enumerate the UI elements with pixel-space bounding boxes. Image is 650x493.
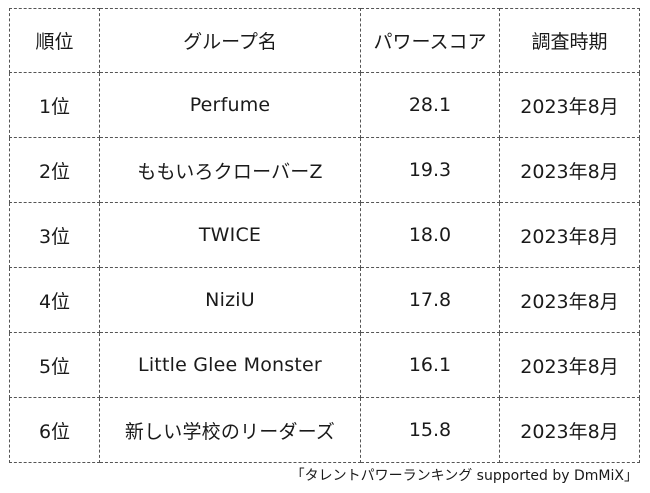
rank-cell: 6位 xyxy=(9,397,100,463)
group-name-cell: NiziU xyxy=(99,267,361,333)
rank-cell: 3位 xyxy=(9,202,100,268)
power-score-cell: 15.8 xyxy=(360,397,500,463)
group-name-cell: 新しい学校のリーダーズ xyxy=(99,397,361,463)
source-note: 「タレントパワーランキング supported by DmMiX」 xyxy=(290,468,638,484)
power-score-cell: 28.1 xyxy=(360,72,500,138)
table-header-row: 順位 グループ名 パワースコア 調査時期 xyxy=(9,8,640,73)
survey-period-cell: 2023年8月 xyxy=(499,137,640,203)
power-score-cell: 18.0 xyxy=(360,202,500,268)
group-name-cell: ももいろクローバーZ xyxy=(99,137,361,203)
survey-period-cell: 2023年8月 xyxy=(499,267,640,333)
power-score-cell: 16.1 xyxy=(360,332,500,398)
survey-period-cell: 2023年8月 xyxy=(499,202,640,268)
survey-period-cell: 2023年8月 xyxy=(499,332,640,398)
table-row: 4位 NiziU 17.8 2023年8月 xyxy=(9,267,640,333)
table-row: 2位 ももいろクローバーZ 19.3 2023年8月 xyxy=(9,137,640,203)
rank-cell: 2位 xyxy=(9,137,100,203)
header-rank: 順位 xyxy=(9,8,100,73)
table-row: 1位 Perfume 28.1 2023年8月 xyxy=(9,72,640,138)
group-name-cell: Perfume xyxy=(99,72,361,138)
header-survey-period: 調査時期 xyxy=(499,8,640,73)
table-row: 6位 新しい学校のリーダーズ 15.8 2023年8月 xyxy=(9,397,640,463)
survey-period-cell: 2023年8月 xyxy=(499,72,640,138)
rank-cell: 4位 xyxy=(9,267,100,333)
group-name-cell: TWICE xyxy=(99,202,361,268)
ranking-table: 順位 グループ名 パワースコア 調査時期 1位 Perfume 28.1 202… xyxy=(9,8,640,463)
table-row: 5位 Little Glee Monster 16.1 2023年8月 xyxy=(9,332,640,398)
table-row: 3位 TWICE 18.0 2023年8月 xyxy=(9,202,640,268)
power-score-cell: 19.3 xyxy=(360,137,500,203)
rank-cell: 5位 xyxy=(9,332,100,398)
survey-period-cell: 2023年8月 xyxy=(499,397,640,463)
header-group-name: グループ名 xyxy=(99,8,361,73)
rank-cell: 1位 xyxy=(9,72,100,138)
header-power-score: パワースコア xyxy=(360,8,500,73)
group-name-cell: Little Glee Monster xyxy=(99,332,361,398)
power-score-cell: 17.8 xyxy=(360,267,500,333)
